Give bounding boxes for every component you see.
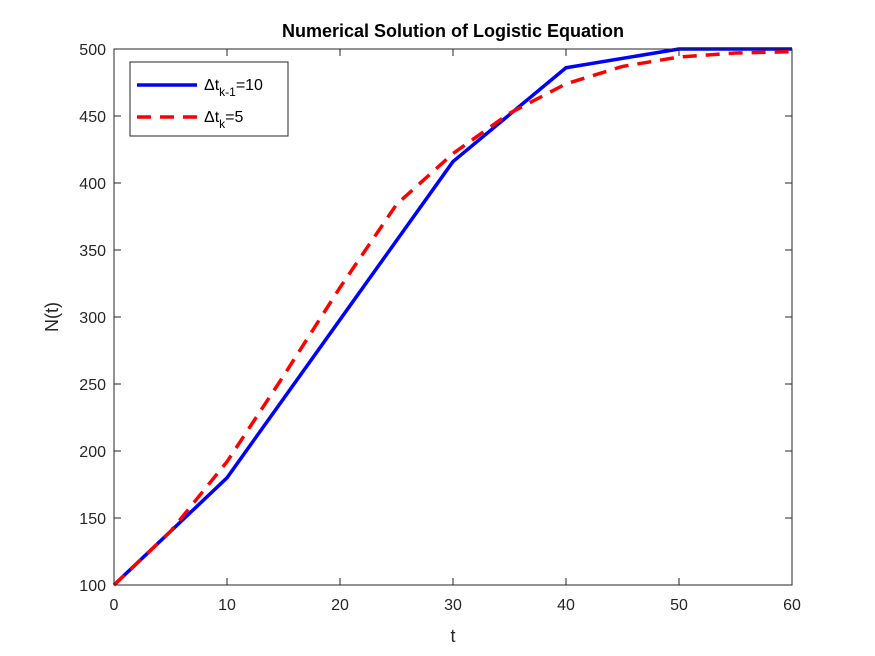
- legend-box: [129, 61, 289, 137]
- x-tick-label: 30: [444, 597, 462, 614]
- y-tick-label: 350: [79, 243, 106, 260]
- x-tick-label: 10: [218, 597, 236, 614]
- legend-label-1: Δtk-1=10: [204, 77, 263, 99]
- y-axis-ticks: 100 150 200 250 300 350 400 450 500: [79, 42, 792, 595]
- y-tick-label: 500: [79, 42, 106, 59]
- legend: Δtk-1=10 Δtk=5: [129, 61, 289, 137]
- x-tick-label: 20: [331, 597, 349, 614]
- y-tick-label: 200: [79, 444, 106, 461]
- chart-title: Numerical Solution of Logistic Equation: [282, 21, 624, 41]
- y-tick-label: 150: [79, 511, 106, 528]
- x-axis-ticks: 0 10 20 30 40 50 60: [110, 49, 801, 614]
- legend-label-2: Δtk=5: [204, 109, 243, 131]
- y-tick-label: 400: [79, 176, 106, 193]
- x-tick-label: 0: [110, 597, 119, 614]
- x-tick-label: 40: [557, 597, 575, 614]
- plot-area: [114, 49, 792, 585]
- y-axis-label: N(t): [42, 302, 62, 332]
- y-tick-label: 100: [79, 578, 106, 595]
- series-line-2: [112, 49, 793, 587]
- y-tick-label: 450: [79, 109, 106, 126]
- x-tick-label: 60: [783, 597, 801, 614]
- x-axis-label: t: [450, 626, 455, 646]
- y-tick-label: 250: [79, 377, 106, 394]
- y-tick-label: 300: [79, 310, 106, 327]
- x-tick-label: 50: [670, 597, 688, 614]
